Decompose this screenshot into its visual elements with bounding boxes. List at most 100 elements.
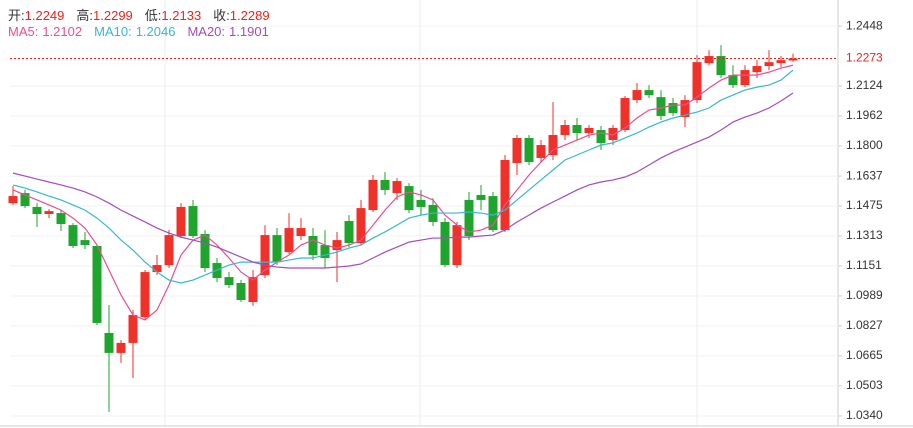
candle-body [560, 125, 570, 136]
candle-body [524, 137, 534, 163]
ma-line [12, 92, 794, 269]
candle-body [404, 186, 414, 211]
ohlc-summary: 开:1.2249 高:1.2299 低:1.2133 收:1.2289 [8, 5, 282, 24]
y-tick-label: 1.0989 [846, 288, 883, 302]
last-price-label: 1.2273 [846, 51, 883, 65]
candle-body [704, 56, 714, 64]
candle-body [284, 228, 294, 253]
candle-body [80, 240, 90, 246]
candle-body [536, 145, 546, 158]
y-tick-label: 1.0827 [846, 318, 883, 332]
candle-body [740, 70, 750, 86]
candle-body [92, 245, 102, 323]
candle-body [728, 75, 738, 86]
candle-body [332, 240, 342, 251]
candle-body [272, 235, 282, 263]
legend-value: 1.1901 [229, 24, 269, 39]
candle-body [788, 58, 798, 61]
ohlc-value: 1.2299 [93, 8, 133, 23]
legend-name: MA10: [94, 24, 132, 39]
candle-body [116, 342, 126, 353]
candle-body [68, 225, 78, 246]
candle-body [188, 206, 198, 237]
candle-body [380, 179, 390, 190]
candle-body [548, 135, 558, 155]
legend-value: 1.2102 [42, 24, 83, 39]
y-tick-label: 1.0340 [846, 408, 883, 422]
candle-body [752, 66, 762, 73]
last-price-bg [840, 50, 900, 67]
candle-body [620, 98, 630, 131]
candle-body [596, 130, 606, 143]
candle-body [260, 235, 270, 276]
candle-body [440, 221, 450, 266]
candle-body [608, 127, 618, 141]
candle-body [368, 179, 378, 211]
candle-body [572, 125, 582, 133]
y-tick-label: 1.2124 [846, 78, 883, 92]
candle-body [140, 272, 150, 318]
candle-body [176, 206, 186, 237]
candle-body [308, 236, 318, 256]
ma-line [12, 64, 794, 321]
candle-body [320, 245, 330, 259]
ohlc-value: 1.2289 [229, 8, 270, 23]
candle-body [236, 282, 246, 301]
y-tick-label: 1.1637 [846, 168, 883, 182]
y-tick-label: 1.1151 [846, 258, 882, 272]
candle-body [20, 193, 30, 207]
candle-body [152, 265, 162, 273]
candle-body [584, 127, 594, 133]
candle-body [488, 196, 498, 231]
candle-body [776, 60, 786, 64]
candle-body [500, 159, 510, 231]
candle-body [632, 90, 642, 101]
candle-body [128, 314, 138, 343]
candle-body [716, 56, 726, 76]
candle-body [344, 221, 354, 244]
candle-body [452, 225, 462, 266]
candle-body [164, 235, 174, 266]
y-tick-label: 1.0503 [846, 378, 883, 392]
ma-line [12, 69, 794, 284]
y-tick-label: 1.2448 [846, 18, 883, 32]
candle-body [224, 277, 234, 286]
candle-body [44, 211, 54, 214]
candle-body [416, 199, 426, 207]
candle-body [56, 213, 66, 224]
candle-body [476, 194, 486, 200]
candle-body [656, 97, 666, 116]
ohlc-label: 低: [144, 8, 162, 23]
candle-body [8, 196, 18, 204]
candle-body [104, 332, 114, 353]
candle-body [512, 137, 522, 163]
y-tick-label: 1.0665 [846, 348, 883, 362]
candle-body [392, 181, 402, 194]
ohlc-value: 1.2133 [161, 8, 202, 23]
legend-name: MA5: [8, 24, 39, 39]
candle-body [200, 233, 210, 269]
ohlc-value: 1.2249 [24, 8, 65, 23]
candle-body [644, 90, 654, 96]
ohlc-label: 收: [213, 8, 230, 23]
candle-body [764, 62, 774, 67]
candle-body [692, 62, 702, 101]
ohlc-label: 开: [8, 8, 25, 23]
candle-body [680, 100, 690, 118]
candle-body [464, 199, 474, 237]
legend-value: 1.2046 [135, 24, 176, 39]
legend: MA5: 1.2102 MA10: 1.2046 MA20: 1.1901 [8, 24, 281, 39]
legend-name: MA20: [187, 24, 226, 39]
y-tick-label: 1.1313 [846, 228, 883, 242]
candle-body [296, 228, 306, 237]
ohlc-label: 高: [76, 8, 94, 23]
y-tick-label: 1.1475 [846, 198, 883, 212]
candle-body [248, 277, 258, 303]
y-tick-label: 1.1962 [846, 108, 883, 122]
candle-body [668, 103, 678, 114]
y-tick-label: 1.1800 [846, 138, 883, 152]
candle-body [32, 206, 42, 214]
candle-body [356, 208, 366, 244]
